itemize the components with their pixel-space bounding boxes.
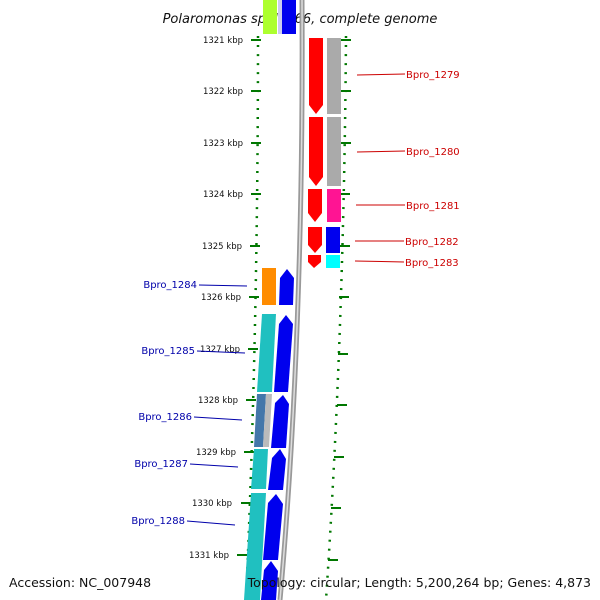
gene-arrow-bpro-1284[interactable] — [279, 269, 294, 305]
cog-block — [327, 38, 341, 114]
gene-label-bpro-1286[interactable]: Bpro_1286 — [138, 412, 192, 423]
kbp-label: 1327 kbp — [200, 345, 240, 355]
gene-label-bpro-1282[interactable]: Bpro_1282 — [405, 237, 459, 248]
left-ticks — [237, 39, 261, 556]
gene-label-bpro-1283[interactable]: Bpro_1283 — [405, 258, 459, 269]
leader-line — [193, 416, 243, 421]
leader-line — [198, 284, 248, 287]
gene-label-bpro-1288[interactable]: Bpro_1288 — [131, 516, 185, 527]
cog-block — [257, 314, 276, 392]
accession-text: Accession: NC_007948 — [9, 575, 151, 590]
cog-block — [327, 117, 341, 186]
cog-block — [251, 449, 268, 489]
gene-label-bpro-1285[interactable]: Bpro_1285 — [141, 346, 195, 357]
gene-arrow-bpro-1287[interactable] — [268, 449, 286, 490]
cog-block — [263, 394, 272, 447]
gene-arrow-bpro-1283[interactable] — [308, 255, 321, 268]
kbp-label: 1326 kbp — [201, 293, 241, 303]
gene-label-bpro-1287[interactable]: Bpro_1287 — [134, 459, 188, 470]
cog-block — [326, 255, 340, 268]
kbp-label: 1331 kbp — [189, 551, 229, 561]
right-gene-labels: Bpro_1279 Bpro_1280 Bpro_1281 Bpro_1282 … — [405, 70, 460, 269]
kbp-labels: 1321 kbp 1322 kbp 1323 kbp 1324 kbp 1325… — [189, 36, 243, 561]
right-ruler-line — [324, 35, 348, 600]
gene-arrow-bpro-1286[interactable] — [271, 395, 289, 448]
gene-arrow-bpro-1279[interactable] — [309, 38, 323, 114]
top-grey-block — [278, 0, 282, 34]
cog-block — [262, 268, 276, 305]
leader-line — [189, 463, 239, 468]
cog-column-left — [244, 268, 276, 600]
kbp-label: 1328 kbp — [198, 396, 238, 406]
left-gene-labels: Bpro_1284 Bpro_1285 Bpro_1286 Bpro_1287 … — [131, 280, 197, 527]
top-blue-block — [282, 0, 296, 34]
genome-summary-text: Topology: circular; Length: 5,200,264 bp… — [247, 575, 591, 590]
leader-line — [186, 520, 236, 526]
gene-label-bpro-1281[interactable]: Bpro_1281 — [406, 201, 460, 212]
kbp-label: 1329 kbp — [196, 448, 236, 458]
gene-label-bpro-1280[interactable]: Bpro_1280 — [406, 147, 460, 158]
leader-line — [196, 350, 246, 354]
leader-line — [356, 73, 406, 76]
gene-arrow-bpro-1281[interactable] — [308, 189, 322, 222]
leader-lines — [186, 73, 406, 526]
kbp-label: 1322 kbp — [203, 87, 243, 97]
gene-arrow-bpro-1288[interactable] — [263, 494, 283, 560]
right-ticks — [328, 39, 351, 561]
cog-block — [254, 394, 266, 447]
gene-arrow-partial[interactable] — [261, 561, 278, 600]
cog-block — [327, 189, 341, 222]
leader-line — [354, 260, 405, 263]
forward-strand-genes — [261, 269, 294, 600]
gene-arrow-bpro-1282[interactable] — [308, 227, 322, 253]
gene-arrow-bpro-1280[interactable] — [309, 117, 323, 186]
kbp-label: 1330 kbp — [192, 499, 232, 509]
reverse-strand-genes — [308, 38, 341, 268]
left-ruler-line — [244, 35, 260, 600]
kbp-label: 1324 kbp — [203, 190, 243, 200]
cog-block — [326, 227, 340, 253]
kbp-label: 1325 kbp — [202, 242, 242, 252]
cog-block — [244, 493, 266, 600]
kbp-label: 1323 kbp — [203, 139, 243, 149]
leader-line — [356, 150, 406, 153]
kbp-label: 1321 kbp — [203, 36, 243, 46]
gene-arrow-bpro-1285[interactable] — [274, 315, 293, 392]
gene-label-bpro-1279[interactable]: Bpro_1279 — [406, 70, 460, 81]
top-lime-block — [263, 0, 277, 34]
gene-label-bpro-1284[interactable]: Bpro_1284 — [143, 280, 197, 291]
genome-backbone-inner — [279, 0, 303, 600]
